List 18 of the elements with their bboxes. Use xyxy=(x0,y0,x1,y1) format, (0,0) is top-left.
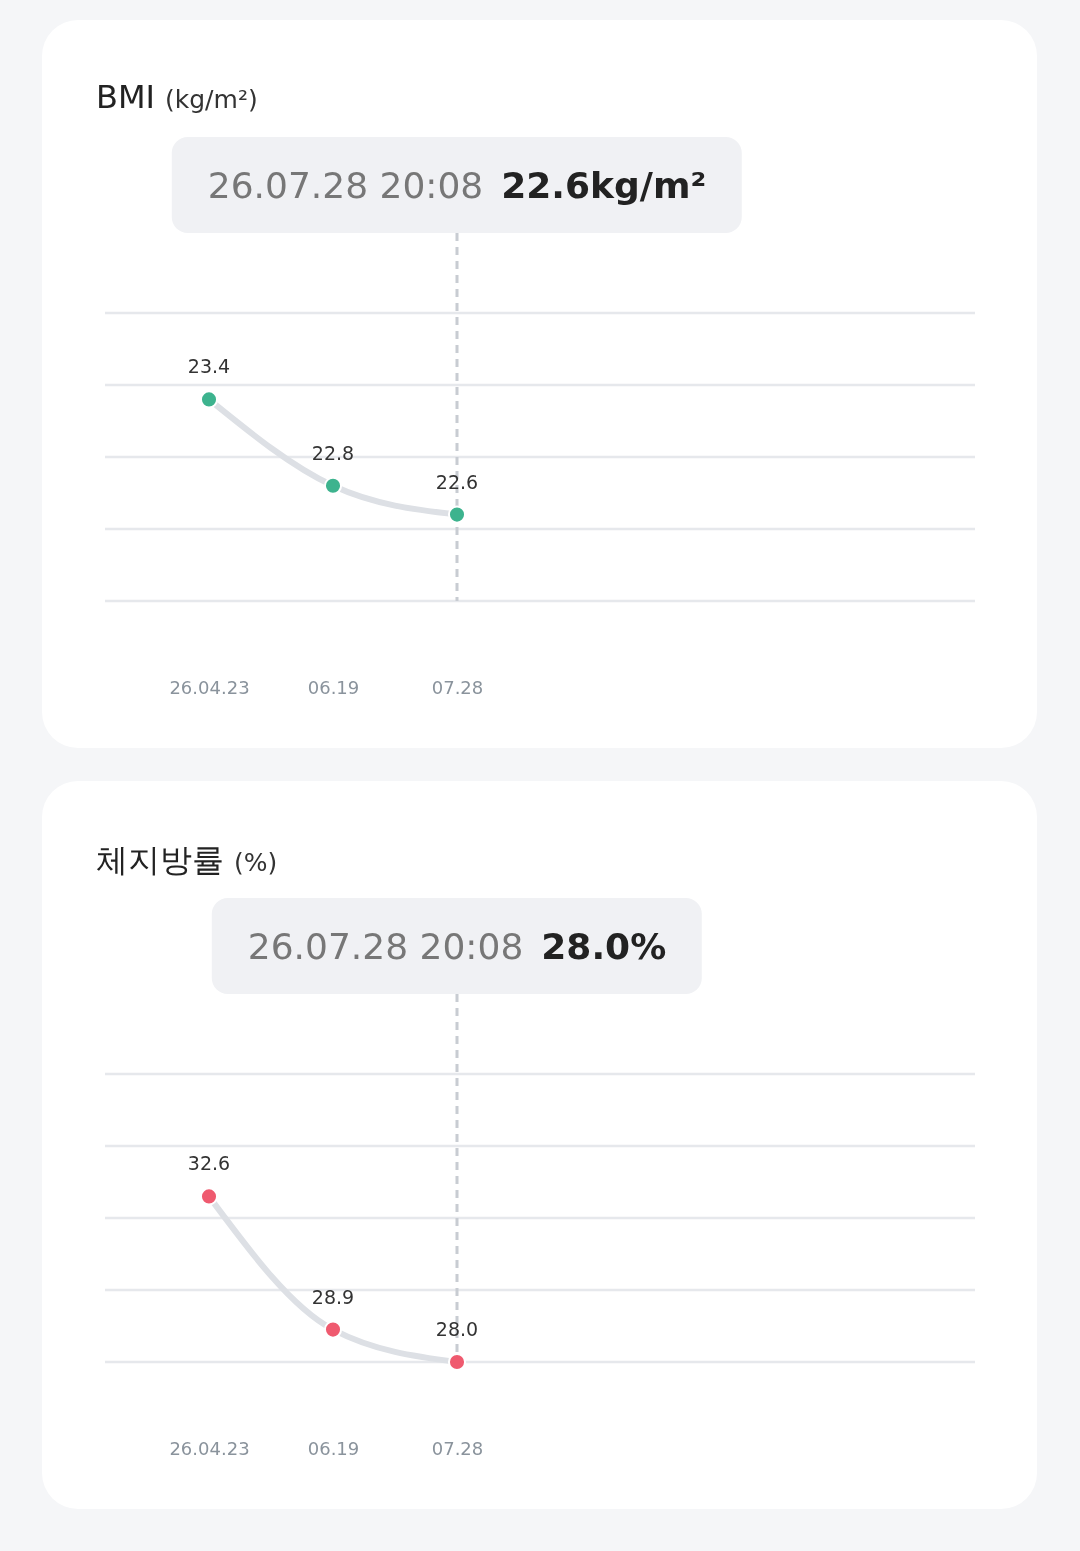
x-tick-label: 07.28 xyxy=(431,676,484,698)
data-label: 32.6 xyxy=(187,1152,231,1175)
chart-title: BMI xyxy=(96,78,155,116)
tooltip-box: 26.07.28 20:08 28.0% xyxy=(211,898,703,994)
data-label: 22.8 xyxy=(311,441,355,464)
x-tick-label: 06.19 xyxy=(307,1437,360,1459)
chart-title: 체지방률 xyxy=(96,841,224,879)
x-tick-label: 07.28 xyxy=(431,1437,484,1459)
data-label: 28.9 xyxy=(311,1285,355,1308)
data-label: 28.0 xyxy=(435,1318,479,1340)
x-tick-label: 06.19 xyxy=(307,676,360,698)
tooltip-box: 26.07.28 20:08 22.6kg/m² xyxy=(171,137,743,233)
x-tick-label: 26.04.23 xyxy=(169,1437,250,1459)
data-label: 22.6 xyxy=(435,470,479,493)
x-tick-label: 26.04.23 xyxy=(169,676,250,698)
data-label: 23.4 xyxy=(187,355,231,378)
chart-subtitle: (kg/m²) xyxy=(165,85,258,114)
chart-subtitle: (%) xyxy=(234,848,278,877)
